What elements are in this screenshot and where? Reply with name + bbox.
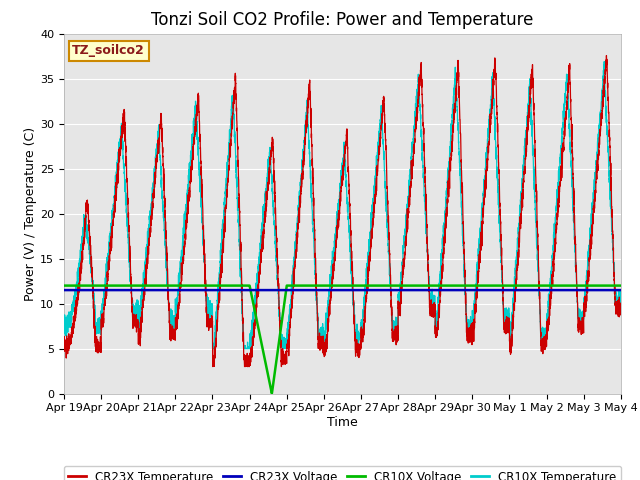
Y-axis label: Power (V) / Temperature (C): Power (V) / Temperature (C) — [24, 127, 37, 300]
Legend: CR23X Temperature, CR23X Voltage, CR10X Voltage, CR10X Temperature: CR23X Temperature, CR23X Voltage, CR10X … — [63, 466, 621, 480]
X-axis label: Time: Time — [327, 416, 358, 429]
Title: Tonzi Soil CO2 Profile: Power and Temperature: Tonzi Soil CO2 Profile: Power and Temper… — [151, 11, 534, 29]
Text: TZ_soilco2: TZ_soilco2 — [72, 44, 145, 58]
